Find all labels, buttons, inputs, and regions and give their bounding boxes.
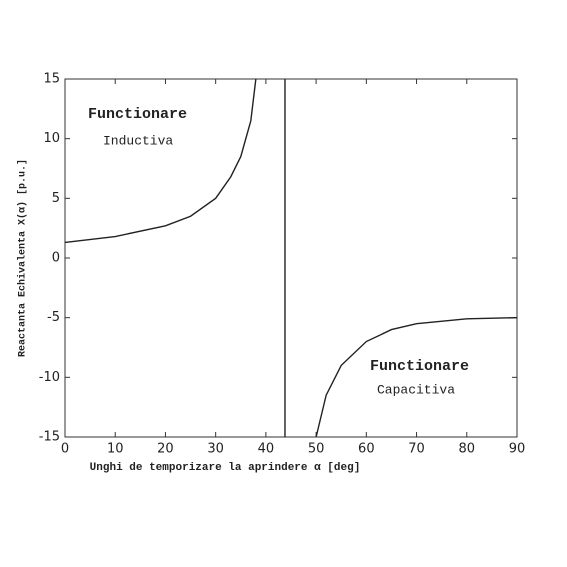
x-axis-label: Unghi de temporizare la aprindere α [deg… <box>90 462 361 474</box>
x-tick-label: 40 <box>258 442 275 457</box>
annotation: Functionare <box>88 106 187 123</box>
y-tick-label: 5 <box>52 191 60 206</box>
y-tick-label: 0 <box>52 251 60 266</box>
x-tick-label: 30 <box>207 442 224 457</box>
x-tick-label: 80 <box>459 442 476 457</box>
x-tick-label: 20 <box>157 442 174 457</box>
x-tick-label: 70 <box>408 442 425 457</box>
y-tick-label: -10 <box>39 370 60 385</box>
annotation: Inductiva <box>103 133 173 148</box>
y-tick-label: 10 <box>43 131 60 146</box>
y-tick-label: -5 <box>47 310 60 325</box>
annotation: Capacitiva <box>377 382 455 397</box>
y-axis-label: Reactanta Echivalenta X(α) [p.u.] <box>17 159 29 357</box>
x-tick-label: 60 <box>358 442 375 457</box>
x-tick-label: 50 <box>308 442 325 457</box>
x-tick-label: 10 <box>107 442 124 457</box>
x-tick-label: 0 <box>61 442 69 457</box>
annotation: Functionare <box>370 358 469 375</box>
y-tick-label: -15 <box>39 430 60 445</box>
line <box>64 78 518 438</box>
y-tick-label: 15 <box>43 72 60 87</box>
x-tick-label: 90 <box>509 442 526 457</box>
